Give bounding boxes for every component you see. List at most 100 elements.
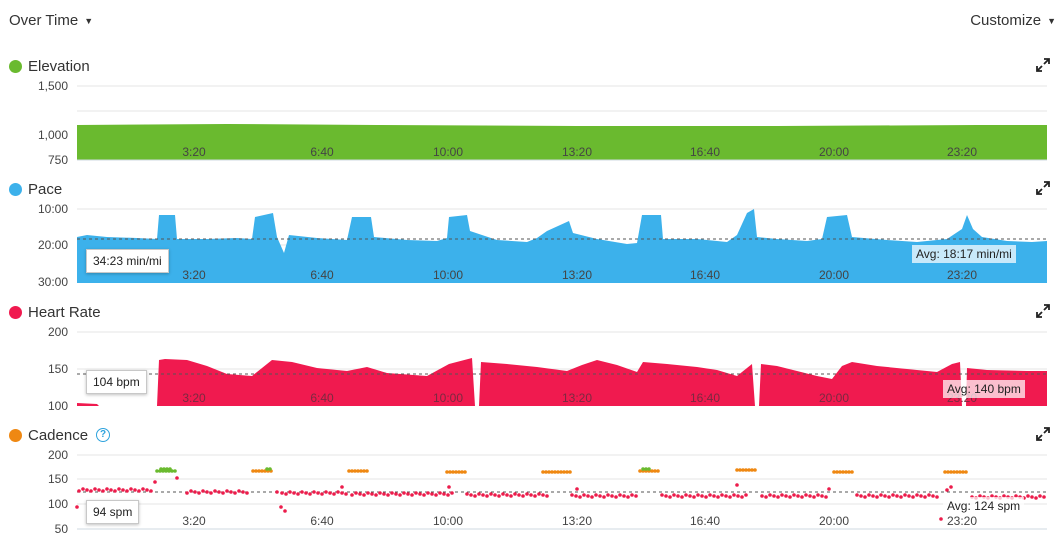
- cadence-point: [556, 470, 560, 474]
- cadence-point: [245, 491, 249, 495]
- cadence-point: [422, 493, 426, 497]
- cadence-point: [529, 493, 533, 497]
- cadence-point: [610, 494, 614, 498]
- cadence-point: [653, 469, 657, 473]
- cadence-point: [386, 493, 390, 497]
- cadence-point: [704, 495, 708, 499]
- cadence-point: [489, 492, 493, 496]
- cadence-point: [903, 493, 907, 497]
- cadence-point: [1034, 496, 1038, 500]
- elevation-chart[interactable]: 3:20 6:40 10:00 13:20 16:40 20:00 23:20: [77, 78, 1047, 161]
- cadence-point: [308, 492, 312, 496]
- x-tick: 20:00: [818, 268, 850, 282]
- cadence-point: [780, 493, 784, 497]
- cadence-point: [949, 470, 953, 474]
- cadence-point: [708, 493, 712, 497]
- help-icon[interactable]: ?: [96, 428, 111, 442]
- cadence-point: [923, 495, 927, 499]
- cadence-point: [233, 491, 237, 495]
- cadence-panel: Cadence ? 200 150 100 50 3:20 6:40 10:00…: [0, 425, 1064, 545]
- cadence-point: [97, 488, 101, 492]
- cadence-point: [949, 485, 953, 489]
- cadence-point: [744, 493, 748, 497]
- cadence-point: [871, 494, 875, 498]
- cadence-point: [875, 495, 879, 499]
- cadence-point: [696, 493, 700, 497]
- cadence-point: [336, 490, 340, 494]
- cadence-point: [847, 470, 851, 474]
- y-tick: 1,500: [37, 79, 68, 93]
- x-tick: 3:20: [182, 145, 206, 159]
- cadence-point: [844, 470, 848, 474]
- cadence-point: [1002, 494, 1006, 498]
- cadence-point: [568, 470, 572, 474]
- cadence-point: [955, 470, 959, 474]
- cadence-point: [644, 467, 648, 471]
- x-tick: 3:20: [182, 391, 206, 405]
- cadence-point: [296, 492, 300, 496]
- customize-dropdown[interactable]: Customize ▼: [970, 12, 1056, 29]
- heart-rate-panel: Heart Rate 200 150 100 3:20 6:40 10:00 1…: [0, 302, 1064, 412]
- cadence-point: [288, 490, 292, 494]
- toolbar: Over Time ▼ Customize ▼: [0, 0, 1064, 40]
- heart-rate-tooltip: 104 bpm: [86, 370, 147, 394]
- cadence-point: [1038, 494, 1042, 498]
- cadence-point: [664, 494, 668, 498]
- cadence-point: [594, 493, 598, 497]
- x-tick: 16:40: [689, 268, 721, 282]
- cadence-point: [958, 470, 962, 474]
- cadence-point: [945, 488, 949, 492]
- pace-plot: [77, 208, 1047, 283]
- cadence-point: [672, 493, 676, 497]
- cadence-point: [946, 470, 950, 474]
- cadence-point: [525, 492, 529, 496]
- cadence-point: [257, 469, 261, 473]
- cadence-point: [362, 469, 366, 473]
- x-tick: 10:00: [432, 514, 464, 528]
- cadence-point: [741, 468, 745, 472]
- cadence-average-label: Avg: 124 spm: [943, 497, 1025, 515]
- cadence-point: [533, 494, 537, 498]
- x-tick: 13:20: [561, 391, 593, 405]
- cadence-header: Cadence ?: [9, 425, 111, 445]
- cadence-point: [521, 494, 525, 498]
- cadence-chart[interactable]: 3:20 6:40 10:00 13:20 16:40 20:00 23:20 …: [75, 447, 1047, 530]
- expand-icon[interactable]: [1036, 427, 1050, 441]
- expand-icon[interactable]: [1036, 304, 1050, 318]
- cadence-point: [205, 490, 209, 494]
- cadence-point: [260, 469, 264, 473]
- cadence-plot: [75, 454, 1047, 530]
- pace-average-label: Avg: 18:17 min/mi: [912, 245, 1016, 263]
- pace-chart[interactable]: 3:20 6:40 10:00 13:20 16:40 20:00 23:20 …: [77, 201, 1047, 283]
- expand-icon[interactable]: [1036, 181, 1050, 195]
- cadence-point: [241, 490, 245, 494]
- heart-rate-chart[interactable]: 3:20 6:40 10:00 13:20 16:40 20:00 23:20 …: [77, 324, 1047, 406]
- cadence-point: [891, 493, 895, 497]
- cadence-point: [283, 509, 287, 513]
- x-tick: 3:20: [182, 514, 206, 528]
- heart-rate-plot: [77, 331, 1047, 406]
- cadence-point: [457, 470, 461, 474]
- cadence-point: [634, 494, 638, 498]
- cadence-point: [137, 489, 141, 493]
- x-tick: 6:40: [310, 268, 334, 282]
- cadence-point: [850, 470, 854, 474]
- cadence-point: [804, 493, 808, 497]
- y-tick: 200: [47, 325, 68, 339]
- cadence-point: [406, 492, 410, 496]
- cadence-point: [541, 470, 545, 474]
- y-tick: 150: [47, 472, 68, 486]
- cadence-point: [89, 489, 93, 493]
- cadence-point: [622, 494, 626, 498]
- cadence-point: [275, 490, 279, 494]
- cadence-point: [750, 468, 754, 472]
- y-tick: 30:00: [37, 275, 68, 289]
- expand-icon[interactable]: [1036, 58, 1050, 72]
- x-tick: 10:00: [432, 268, 464, 282]
- elevation-header: Elevation: [9, 56, 90, 76]
- cadence-point: [939, 517, 943, 521]
- y-tick: 1,000: [37, 128, 68, 142]
- view-mode-dropdown[interactable]: Over Time ▼: [9, 12, 93, 29]
- cadence-point: [776, 495, 780, 499]
- cadence-point: [855, 493, 859, 497]
